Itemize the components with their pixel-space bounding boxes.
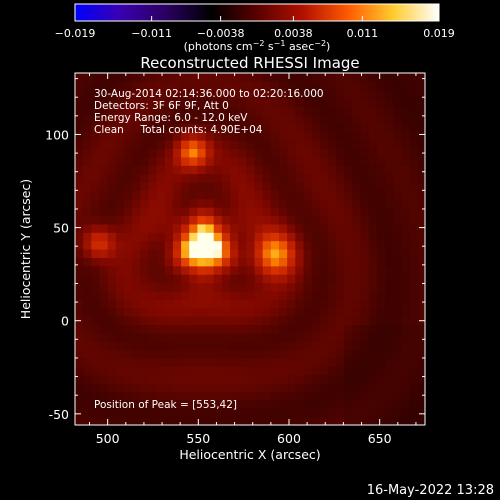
y-tick-label: 100 [45, 127, 69, 142]
y-tick-label: 0 [61, 314, 69, 329]
peak-position-label: Position of Peak = [553,42] [94, 399, 237, 411]
colorbar-gradient [74, 3, 440, 22]
x-tick-label: 500 [96, 431, 120, 446]
x-tick-label: 600 [277, 431, 301, 446]
heatmap-image [75, 73, 425, 425]
colorbar-tick-label: −0.019 [55, 27, 96, 40]
colorbar-tick-label: 0.019 [423, 27, 455, 40]
colorbar-ticks: −0.019 −0.011 −0.0038 0.0038 0.011 0.019 [55, 16, 455, 40]
colorbar-tick-label: −0.0038 [197, 27, 245, 40]
colorbar-tick-label: 0.011 [347, 27, 379, 40]
annotation-time-range: 30-Aug-2014 02:14:36.000 to 02:20:16.000 [94, 88, 324, 100]
plot-frame [74, 72, 426, 426]
x-axis-label: Heliocentric X (arcsec) [179, 447, 320, 462]
x-tick-label: 650 [368, 431, 392, 446]
y-axis-label: Heliocentric Y (arcsec) [18, 179, 33, 319]
colorbar-tick-label: 0.0038 [274, 27, 313, 40]
annotation-energy-range: Energy Range: 6.0 - 12.0 keV [94, 112, 248, 124]
x-tick-label: 550 [186, 431, 210, 446]
annotation-detectors: Detectors: 3F 6F 9F, Att 0 [94, 100, 229, 112]
colorbar-unit-label: (photons cm−2 s−1 asec−2) [184, 39, 331, 53]
annotation-clean-counts: Clean Total counts: 4.90E+04 [94, 124, 263, 136]
axes: 500 550 600 650 -50 0 50 100 [45, 73, 425, 446]
colorbar: −0.019 −0.011 −0.0038 0.0038 0.011 0.019 (pho… [55, 3, 455, 53]
chart-title: Reconstructed RHESSI Image [140, 54, 359, 72]
colorbar-tick-label: −0.011 [131, 27, 172, 40]
y-tick-label: -50 [49, 407, 69, 422]
y-tick-label: 50 [53, 221, 69, 236]
timestamp: 16-May-2022 13:28 [367, 483, 494, 498]
